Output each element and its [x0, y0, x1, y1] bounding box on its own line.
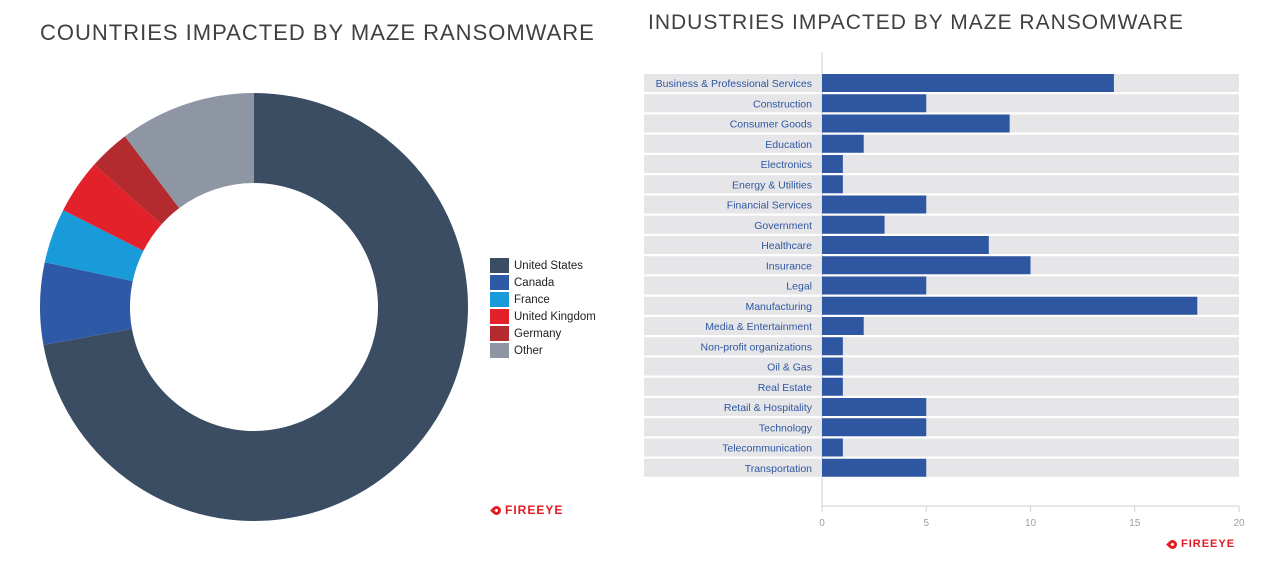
category-label: Education	[765, 139, 812, 151]
legend-item-germany: Germany	[490, 325, 596, 342]
category-label: Legal	[786, 281, 812, 293]
legend-item-other: Other	[490, 342, 596, 359]
category-label: Consumer Goods	[730, 119, 812, 131]
bar-business-professional-services	[822, 74, 1114, 92]
category-label: Financial Services	[727, 200, 812, 212]
row-background	[644, 155, 1239, 173]
row-background	[644, 195, 1239, 214]
category-label: Insurance	[766, 260, 812, 272]
bar-media-entertainment	[822, 317, 864, 335]
category-label: Business & Professional Services	[656, 78, 812, 90]
row-background	[644, 215, 1239, 234]
category-label: Real Estate	[758, 382, 812, 394]
bar-retail-hospitality	[822, 398, 927, 416]
countries-chart-title: COUNTRIES IMPACTED BY MAZE RANSOMWARE	[40, 20, 595, 45]
bar-construction	[822, 94, 927, 113]
countries-chart-panel: COUNTRIES IMPACTED BY MAZE RANSOMWARE Un…	[0, 0, 630, 574]
legend-swatch	[490, 309, 509, 324]
fireeye-logo-text: FIREEYE	[505, 503, 564, 517]
x-tick-label: 5	[923, 518, 929, 529]
row-background	[644, 317, 1239, 335]
row-background	[644, 134, 1239, 153]
category-label: Oil & Gas	[767, 362, 812, 374]
countries-legend: United States Canada France United Kingdom G…	[490, 257, 596, 359]
row-background	[644, 458, 1239, 477]
industries-bar-chart: Business & Professional Services Construc…	[644, 52, 1245, 529]
bar-non-profit-organizations	[822, 337, 843, 356]
bar-technology	[822, 418, 927, 437]
bar-financial-services	[822, 195, 927, 214]
row-background	[644, 337, 1239, 356]
fireeye-logo: FIREEYE	[1166, 537, 1236, 551]
legend-swatch	[490, 292, 509, 307]
bar-transportation	[822, 458, 927, 477]
legend-item-canada: Canada	[490, 274, 596, 291]
legend-label: France	[514, 293, 550, 306]
donut-slice-canada	[39, 262, 133, 345]
legend-swatch	[490, 275, 509, 290]
bar-consumer-goods	[822, 114, 1010, 133]
row-background	[644, 94, 1239, 113]
category-label: Construction	[753, 98, 812, 110]
legend-swatch	[490, 258, 509, 273]
legend-label: United States	[514, 259, 584, 272]
x-tick-label: 20	[1233, 518, 1245, 529]
donut-slice-other	[124, 93, 255, 209]
category-label: Electronics	[761, 159, 812, 171]
fireeye-logo-icon	[1166, 537, 1179, 551]
category-label: Telecommunication	[722, 443, 812, 455]
legend-label: United Kingdom	[514, 310, 596, 323]
fireeye-logo-text: FIREEYE	[1181, 538, 1236, 550]
category-label: Non-profit organizations	[701, 341, 812, 353]
legend-item-united-states: United States	[490, 257, 596, 274]
category-label: Media & Entertainment	[705, 321, 812, 333]
donut-slice-united-states	[43, 93, 468, 521]
legend-item-france: France	[490, 291, 596, 308]
bar-government	[822, 215, 885, 234]
industries-chart-panel: INDUSTRIES IMPACTED BY MAZE RANSOMWARE B…	[630, 0, 1261, 574]
legend-swatch	[490, 326, 509, 341]
bar-insurance	[822, 256, 1031, 275]
category-label: Technology	[759, 422, 813, 434]
legend-label: Germany	[514, 327, 562, 340]
donut-slice-united-kingdom	[63, 164, 162, 251]
fireeye-logo-icon	[490, 503, 503, 517]
legend-item-united-kingdom: United Kingdom	[490, 308, 596, 325]
bar-energy-utilities	[822, 175, 843, 194]
row-background	[644, 418, 1239, 437]
x-tick-label: 0	[819, 518, 825, 529]
category-label: Manufacturing	[745, 301, 812, 313]
bar-electronics	[822, 155, 843, 173]
category-label: Energy & Utilities	[732, 179, 812, 191]
x-tick-label: 10	[1025, 518, 1037, 529]
bar-legal	[822, 276, 927, 295]
bar-manufacturing	[822, 296, 1198, 315]
category-label: Healthcare	[761, 240, 812, 252]
category-label: Government	[754, 220, 812, 232]
fireeye-logo: FIREEYE	[490, 503, 564, 517]
bar-telecommunication	[822, 438, 843, 457]
x-tick-label: 15	[1129, 518, 1141, 529]
row-background	[644, 357, 1239, 376]
donut-slice-france	[44, 210, 144, 282]
bar-education	[822, 134, 864, 153]
row-background	[644, 377, 1239, 396]
row-background	[644, 438, 1239, 457]
row-background	[644, 398, 1239, 416]
bar-oil-gas	[822, 357, 843, 376]
industries-chart-title: INDUSTRIES IMPACTED BY MAZE RANSOMWARE	[648, 11, 1184, 34]
donut-slice-germany	[94, 136, 180, 225]
legend-label: Canada	[514, 276, 555, 289]
countries-donut-chart	[39, 93, 468, 521]
bar-real-estate	[822, 377, 843, 396]
row-background	[644, 175, 1239, 194]
bar-healthcare	[822, 236, 989, 254]
legend-label: Other	[514, 344, 543, 357]
category-label: Transportation	[745, 463, 812, 475]
category-label: Retail & Hospitality	[724, 402, 813, 414]
legend-swatch	[490, 343, 509, 358]
row-background	[644, 276, 1239, 295]
